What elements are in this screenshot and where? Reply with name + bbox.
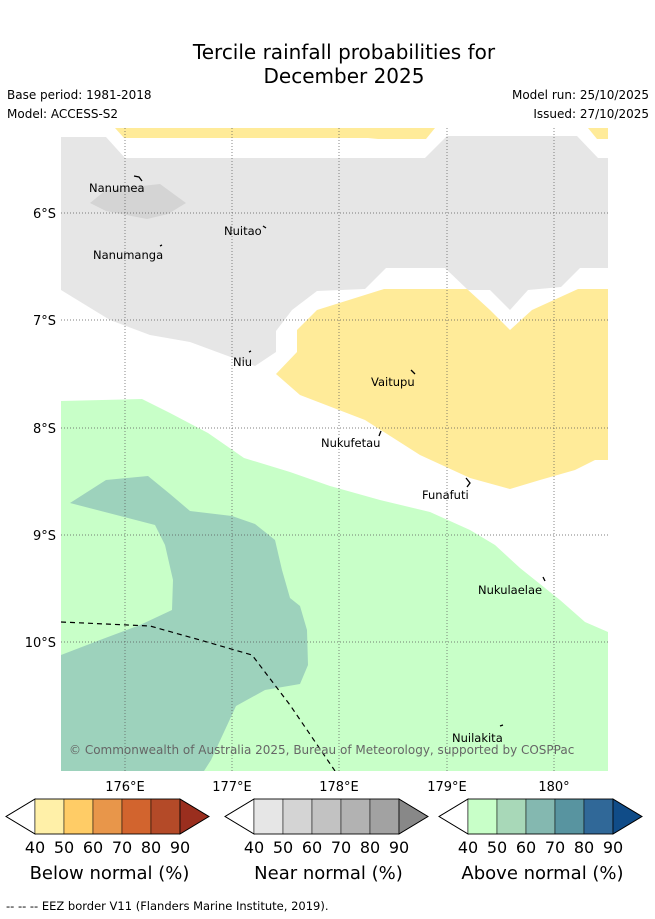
- label-nukulaelae: Nukulaelae: [478, 583, 542, 597]
- legend-color-box: [150, 798, 181, 835]
- legend-color-box: [34, 798, 65, 835]
- lon-label-178: 178°E: [319, 780, 359, 795]
- label-niu: Niu: [233, 355, 252, 369]
- above-normal-50-60-patch: [61, 476, 308, 771]
- legend-tick-label: 60: [302, 838, 322, 857]
- legend-color-box: [369, 798, 400, 835]
- eez-border: [61, 621, 336, 771]
- label-nanumanga: Nanumanga: [93, 248, 163, 262]
- lat-label-6: 6°S: [33, 207, 56, 222]
- issued-date: Issued: 27/10/2025: [533, 107, 649, 121]
- place-labels: Nanumea Nuitao Nanumanga Niu Vaitupu Nuk…: [89, 181, 542, 745]
- legend-tick-label: 40: [244, 838, 264, 857]
- legend-tick-label: 60: [516, 838, 536, 857]
- label-nanumea: Nanumea: [89, 181, 145, 195]
- island-nanumea: [133, 175, 143, 182]
- island-marks: [133, 175, 546, 727]
- legend-color-box: [583, 798, 614, 835]
- base-period: Base period: 1981-2018: [7, 88, 152, 102]
- island-nukulaelae: [542, 576, 546, 582]
- legend-tick-label: 80: [141, 838, 161, 857]
- legend-left-arrow: [224, 798, 255, 835]
- legend-title: Near normal (%): [254, 863, 403, 884]
- legend-tick-label: 40: [25, 838, 45, 857]
- island-nuilakita: [499, 724, 504, 727]
- lon-label-180: 180°: [538, 780, 569, 795]
- legend-outline: [224, 798, 429, 835]
- legend-right-arrow: [398, 798, 429, 835]
- legend-below-normal: 40 50 60 70 80 90 Below normal (%): [5, 798, 210, 884]
- legend-tick-label: 50: [487, 838, 507, 857]
- lat-label-7: 7°S: [33, 314, 56, 329]
- lon-label-179: 179°E: [427, 780, 467, 795]
- model-name: Model: ACCESS-S2: [7, 107, 119, 121]
- island-nuitao: [262, 225, 267, 229]
- legend-right-arrow: [612, 798, 643, 835]
- legend-color-box: [63, 798, 94, 835]
- legend-color-box: [121, 798, 152, 835]
- longitude-labels: 176°E 177°E 178°E 179°E 180°: [105, 780, 569, 795]
- legend-title: Above normal (%): [461, 863, 623, 884]
- legend-tick-label: 80: [574, 838, 594, 857]
- legend-tick-label: 80: [360, 838, 380, 857]
- island-vaitupu: [410, 369, 416, 375]
- legend-color-box: [253, 798, 284, 835]
- legend-tick-label: 50: [54, 838, 74, 857]
- legend-left-arrow: [438, 798, 469, 835]
- legend-color-box: [311, 798, 342, 835]
- legend-tick-label: 90: [389, 838, 409, 857]
- below-normal-region-top: [115, 128, 435, 139]
- legend-tick-label: 90: [170, 838, 190, 857]
- legend-outline: [5, 798, 210, 835]
- lat-label-9: 9°S: [33, 529, 56, 544]
- legend-tick-label: 90: [603, 838, 623, 857]
- legend-right-arrow: [179, 798, 210, 835]
- legend-color-box: [554, 798, 585, 835]
- legend-outline: [438, 798, 643, 835]
- lat-label-10: 10°S: [25, 636, 56, 651]
- legend-title: Below normal (%): [30, 863, 190, 884]
- below-normal-region: [276, 289, 608, 489]
- map-title: Tercile rainfall probabilities for Decem…: [0, 40, 655, 88]
- island-niu: [248, 350, 252, 353]
- lon-label-176: 176°E: [105, 780, 145, 795]
- lat-label-8: 8°S: [33, 422, 56, 437]
- legend-tick-label: 70: [545, 838, 565, 857]
- legend-color-box: [467, 798, 498, 835]
- legend-tick-label: 50: [273, 838, 293, 857]
- legend-color-box: [496, 798, 527, 835]
- copyright-notice: © Commonwealth of Australia 2025, Bureau…: [69, 743, 574, 757]
- legend-color-box: [340, 798, 371, 835]
- label-nukufetau: Nukufetau: [321, 436, 380, 450]
- lon-label-177: 177°E: [212, 780, 252, 795]
- legend-color-box: [92, 798, 123, 835]
- legend-tick-label: 70: [112, 838, 132, 857]
- map-area: Nanumea Nuitao Nanumanga Niu Vaitupu Nuk…: [61, 128, 608, 771]
- legend-color-box: [282, 798, 313, 835]
- below-normal-region-top-right: [588, 128, 608, 139]
- legend-tick-label: 70: [331, 838, 351, 857]
- label-funafuti: Funafuti: [422, 488, 469, 502]
- legend-near-normal: 40 50 60 70 80 90 Near normal (%): [224, 798, 429, 884]
- legend-left-arrow: [5, 798, 36, 835]
- legend-tick-label: 60: [83, 838, 103, 857]
- eez-footnote: -- -- -- EEZ border V11 (Flanders Marine…: [6, 899, 329, 913]
- near-normal-50-60-patch: [90, 184, 186, 219]
- legend-tick-label: 40: [458, 838, 478, 857]
- island-nukufetau: [378, 430, 382, 437]
- island-funafuti: [465, 477, 471, 488]
- near-normal-region: [61, 136, 608, 366]
- label-nuitao: Nuitao: [224, 224, 262, 238]
- title-line-1: Tercile rainfall probabilities for: [192, 40, 496, 64]
- label-nuilakita: Nuilakita: [452, 731, 503, 745]
- grid-lines: [61, 128, 608, 771]
- label-vaitupu: Vaitupu: [371, 375, 415, 389]
- legend-above-normal: 40 50 60 70 80 90 Above normal (%): [438, 798, 643, 884]
- latitude-labels: 6°S 7°S 8°S 9°S 10°S: [25, 207, 56, 651]
- title-line-2: December 2025: [263, 64, 425, 88]
- legend-color-box: [525, 798, 556, 835]
- island-nanumanga: [159, 244, 163, 247]
- model-run: Model run: 25/10/2025: [511, 88, 649, 102]
